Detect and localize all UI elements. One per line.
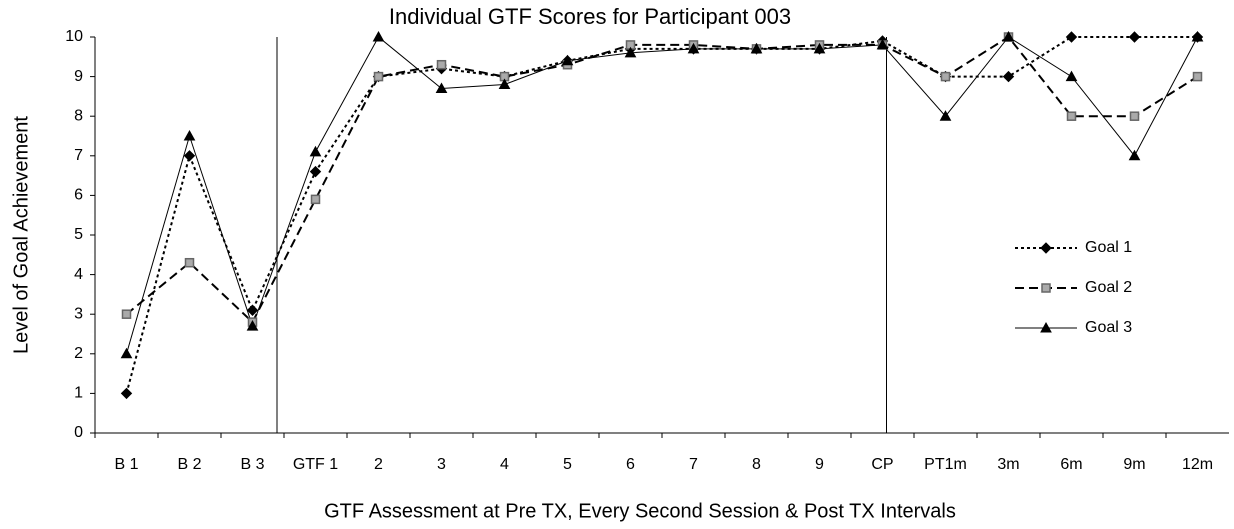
y-tick-label: 6 (74, 187, 83, 204)
point (184, 257, 195, 268)
point (246, 320, 259, 331)
x-tick-label: B 2 (177, 456, 201, 473)
chart-title: Individual GTF Scores for Participant 00… (389, 4, 791, 29)
x-axis-title: GTF Assessment at Pre TX, Every Second S… (324, 500, 956, 522)
point (1002, 70, 1015, 83)
point (1065, 31, 1078, 43)
legend-item: Goal 3 (1015, 319, 1132, 336)
point (498, 78, 511, 90)
point (309, 165, 322, 178)
point (1040, 321, 1052, 333)
legend-label: Goal 2 (1085, 279, 1132, 296)
x-tick-label: GTF 1 (293, 456, 338, 473)
point (940, 71, 951, 82)
point (183, 150, 196, 162)
point (1191, 30, 1204, 42)
x-tick-label: B 1 (114, 456, 138, 473)
point (876, 38, 889, 50)
y-tick-label: 8 (74, 107, 83, 124)
point (310, 194, 321, 205)
x-tick-label: B 3 (240, 456, 264, 473)
point (687, 42, 700, 54)
point (1065, 70, 1078, 82)
point (1002, 30, 1015, 42)
x-tick-label: 3 (437, 456, 446, 473)
x-tick-label: CP (871, 456, 893, 473)
legend-label: Goal 3 (1085, 319, 1132, 336)
x-tick-label: 6m (1060, 456, 1082, 473)
x-tick-label: 9 (815, 456, 824, 473)
series-line (125, 35, 1199, 324)
point (246, 304, 259, 316)
y-tick-label: 7 (74, 147, 83, 164)
y-tick-label: 9 (74, 68, 83, 85)
x-tick-label: PT1m (924, 456, 967, 473)
point (372, 30, 385, 42)
point (373, 71, 384, 82)
x-tick-label: 5 (563, 456, 572, 473)
y-tick-label: 2 (74, 345, 83, 362)
series-line (126, 36, 1198, 354)
legend-label: Goal 1 (1085, 239, 1132, 256)
point (1128, 149, 1141, 161)
x-tick-label: 7 (689, 456, 698, 473)
point (624, 46, 637, 58)
point (1040, 242, 1052, 254)
point (120, 387, 133, 400)
point (183, 129, 196, 141)
y-tick-label: 4 (74, 266, 83, 283)
x-tick-label: 4 (500, 456, 509, 473)
point (120, 347, 133, 359)
x-tick-label: 6 (626, 456, 635, 473)
y-tick-label: 1 (74, 385, 83, 402)
y-tick-label: 3 (74, 305, 83, 322)
series-line (125, 36, 1198, 394)
y-tick-label: 5 (74, 226, 83, 243)
y-tick-label: 0 (74, 424, 83, 441)
x-tick-label: 8 (752, 456, 761, 473)
y-tick-label: 10 (65, 28, 83, 45)
point (121, 309, 132, 319)
point (561, 54, 574, 66)
point (436, 59, 447, 70)
point (435, 82, 448, 93)
x-tick-label: 9m (1123, 456, 1145, 473)
point (1192, 71, 1203, 82)
point (1129, 111, 1140, 121)
point (750, 42, 763, 54)
legend-item: Goal 2 (1015, 279, 1132, 296)
point (1041, 283, 1051, 293)
x-tick-label: 2 (374, 456, 383, 473)
point (1128, 31, 1141, 43)
point (939, 110, 952, 121)
x-tick-label: 3m (997, 456, 1019, 473)
point (813, 42, 826, 54)
point (309, 145, 322, 157)
point (1066, 111, 1077, 121)
legend-item: Goal 1 (1015, 239, 1132, 256)
y-axis-title: Level of Goal Achievement (10, 116, 32, 354)
x-tick-label: 12m (1182, 456, 1213, 473)
